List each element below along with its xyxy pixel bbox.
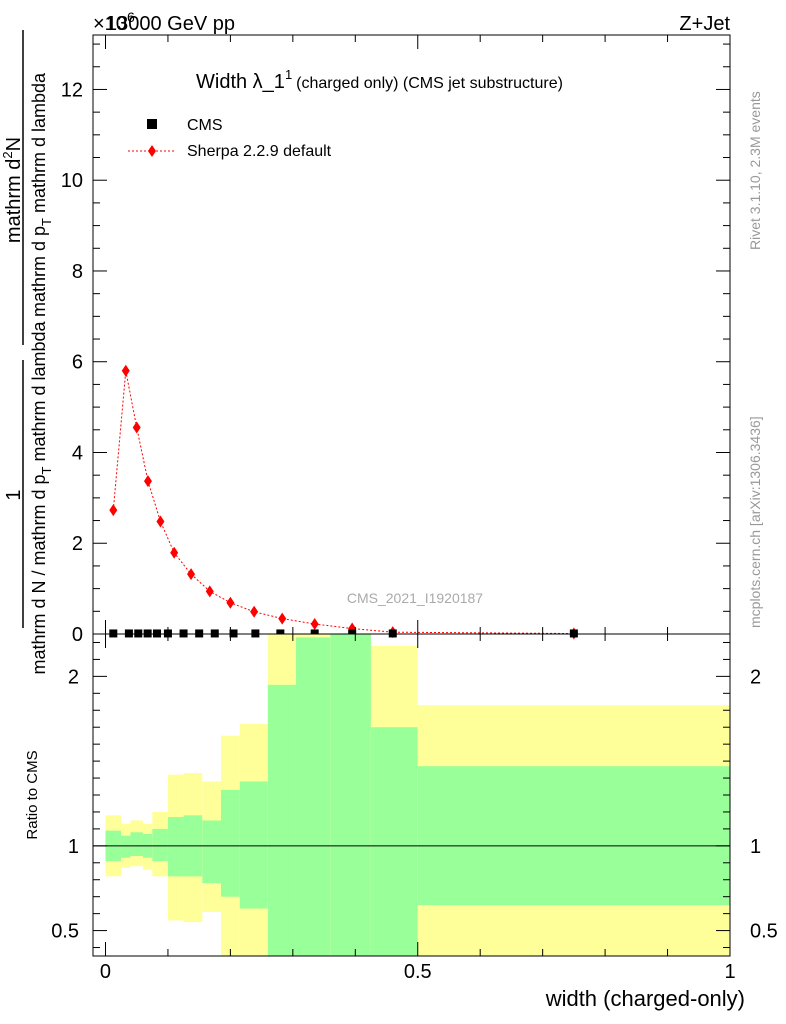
cms-point: [388, 629, 397, 638]
cms-point: [310, 629, 319, 638]
ratio-green-band-10: [267, 684, 296, 956]
sherpa-point: [226, 596, 235, 609]
sherpa-point: [132, 421, 141, 434]
sherpa-point: [250, 605, 259, 618]
analysis-watermark: CMS_2021_I1920187: [347, 590, 483, 606]
ratio-green-band-11: [295, 637, 331, 956]
ratio-y-tick-label-right: 2: [750, 666, 761, 688]
cms-point: [134, 629, 143, 638]
cms-point: [124, 629, 133, 638]
sherpa-series-line: [112, 370, 574, 635]
cms-point: [348, 629, 357, 638]
ratio-y-tick-label: 2: [68, 666, 79, 688]
ratio-green-band-7: [202, 820, 222, 884]
x-tick-label: 1: [724, 961, 735, 983]
sherpa-point: [170, 546, 179, 559]
cms-point: [153, 629, 162, 638]
legend-cms-label: CMS: [187, 117, 223, 134]
ratio-green-band-1: [121, 835, 131, 858]
legend: CMS Sherpa 2.2.9 default: [128, 117, 332, 160]
ratio-green-band-2: [130, 832, 143, 857]
ratio-y-tick-label: 1: [68, 836, 79, 858]
x-tick-label: 0: [100, 961, 111, 983]
sherpa-point: [156, 515, 165, 528]
energy-label: 13000 GeV pp: [106, 13, 235, 35]
main-y-tick-label: 4: [72, 442, 83, 464]
sherpa-point: [278, 612, 287, 625]
sherpa-point: [205, 585, 214, 598]
cms-point: [143, 629, 152, 638]
process-label: Z+Jet: [679, 13, 730, 35]
legend-sherpa-label: Sherpa 2.2.9 default: [187, 143, 332, 160]
sherpa-point: [109, 504, 118, 517]
y-label-numerator: 1: [3, 489, 25, 500]
cms-point: [210, 629, 219, 638]
plot-title: Width λ_11(charged only) (CMS jet substr…: [196, 67, 563, 93]
ratio-green-band-4: [152, 828, 168, 862]
ratio-bands: [93, 634, 730, 956]
ratio-green-band-8: [221, 789, 240, 897]
ratio-green-band-5: [167, 817, 184, 877]
sherpa-point: [187, 568, 196, 581]
sherpa-point: [121, 364, 130, 377]
ratio-green-band-9: [239, 781, 268, 909]
main-y-tick-label: 10: [61, 170, 83, 192]
y-label-denominator: mathrm d N / mathrm d pT mathrm d lambda: [29, 320, 54, 674]
cms-point: [195, 629, 204, 638]
cms-point: [251, 629, 260, 638]
main-y-tick-label: 8: [72, 261, 83, 283]
exponent-label: ×106: [93, 9, 135, 35]
main-y-tick-label: 12: [61, 79, 83, 101]
rivet-label: Rivet 3.1.10, 2.3M events: [747, 91, 763, 250]
cms-point: [569, 629, 578, 638]
sherpa-point: [143, 475, 152, 488]
sherpa-point: [310, 618, 319, 631]
main-y-tick-label: 2: [72, 533, 83, 555]
ratio-green-band-13: [370, 727, 418, 956]
ratio-green-band-14: [417, 766, 730, 906]
y-label-dN: mathrm d2N: [0, 137, 25, 243]
mcplots-label: mcplots.cern.ch [arXiv:1306.3436]: [747, 416, 763, 628]
y-label-dpT-dlambda: mathrm d pT mathrm d lambda: [29, 72, 54, 317]
ratio-y-tick-label-right: 1: [750, 836, 761, 858]
cms-point: [276, 629, 285, 638]
legend-cms-marker: [147, 119, 157, 129]
main-data-layer: [109, 364, 578, 640]
main-y-tick-label: 6: [72, 352, 83, 374]
x-axis-label: width (charged-only): [545, 986, 745, 1011]
ratio-green-band-12: [330, 634, 371, 956]
ratio-y-axis-label: Ratio to CMS: [24, 750, 41, 839]
main-y-tick-label: 0: [72, 624, 83, 646]
cms-point: [229, 629, 238, 638]
main-y-axis-label: 1 mathrm d N / mathrm d pT mathrm d lamb…: [0, 30, 54, 675]
legend-sherpa-marker: [148, 145, 156, 157]
cms-point: [109, 629, 118, 638]
main-axes: 0 2 4 6 8 10 12: [61, 35, 731, 646]
x-tick-label: 0.5: [404, 961, 432, 983]
ratio-y-tick-label: 0.5: [51, 921, 79, 943]
ratio-axes: 0.5 0.5 1 1 2 2 0 0.5 1: [51, 634, 778, 983]
cms-point: [179, 629, 188, 638]
ratio-y-tick-label-right: 0.5: [750, 921, 778, 943]
